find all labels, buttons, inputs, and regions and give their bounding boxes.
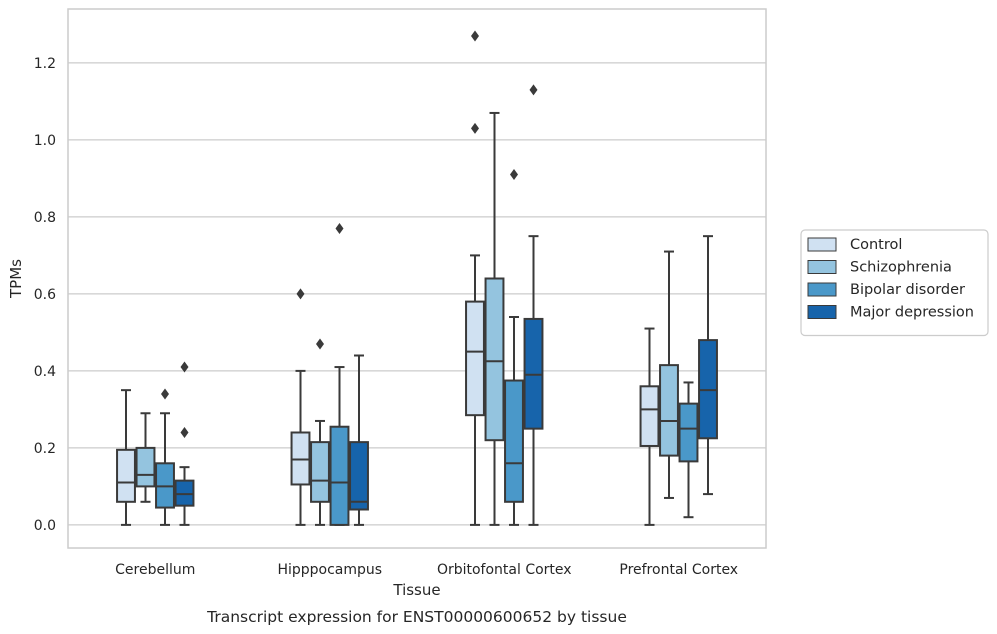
outlier-point — [316, 338, 324, 350]
outlier-point — [471, 30, 479, 42]
outlier-point — [510, 169, 518, 181]
outlier-point — [529, 84, 538, 96]
legend-swatch — [807, 237, 837, 252]
legend-swatch — [807, 305, 837, 319]
legend-label: Control — [850, 237, 902, 253]
box-major-depression — [523, 84, 544, 526]
legend-swatch — [807, 282, 837, 297]
plot-frame — [67, 8, 767, 549]
outlier-point — [335, 222, 344, 234]
chart-caption: Transcript expression for ENST0000060065… — [206, 608, 627, 626]
box-body — [659, 364, 679, 457]
box-schizophrenia — [484, 111, 505, 526]
box-schizophrenia — [310, 338, 330, 526]
outlier-point — [296, 288, 305, 300]
box-body — [135, 446, 156, 488]
outlier-point — [180, 427, 189, 438]
box-body — [639, 385, 660, 447]
box-bipolar-disorder — [504, 169, 524, 526]
y-tick-label: 1.0 — [34, 133, 56, 149]
y-tick-label: 0.2 — [34, 441, 56, 457]
legend-label: Schizophrenia — [850, 260, 952, 276]
outlier-point — [471, 122, 479, 134]
x-tick-label: Cerebellum — [115, 562, 195, 578]
y-tick-label: 0.8 — [34, 210, 56, 226]
x-tick-label: Prefrontal Cortex — [619, 562, 738, 578]
box-body — [116, 448, 136, 503]
legend-label: Major depression — [850, 305, 974, 321]
box-major-depression — [698, 235, 718, 496]
x-tick-label: Hipppocampus — [277, 562, 382, 578]
box-body — [504, 379, 524, 503]
y-tick-label: 0.6 — [34, 287, 56, 303]
box-body — [484, 277, 505, 442]
y-tick-label: 0.4 — [34, 364, 56, 380]
outlier-point — [161, 388, 169, 400]
box-control — [116, 389, 136, 526]
x-tick-labels: Cerebellum Hipppocampus Orbitofontal Corte… — [115, 562, 738, 578]
box-major-depression — [174, 361, 195, 526]
box-control — [465, 30, 485, 526]
x-axis-title: Tissue — [392, 581, 440, 599]
box-bipolar-disorder — [155, 388, 175, 526]
box-body — [329, 425, 350, 526]
x-tick-label: Orbitofontal Cortex — [437, 562, 572, 578]
box-body — [678, 402, 699, 463]
legend-frame — [800, 229, 989, 337]
box-body — [465, 300, 485, 417]
box-body — [310, 441, 330, 503]
box-schizophrenia — [135, 412, 156, 503]
box-control — [639, 327, 660, 526]
y-tick-labels: 0.0 0.2 0.4 0.6 0.8 1.0 1.2 — [34, 56, 56, 534]
box-schizophrenia — [659, 250, 679, 499]
box-major-depression — [349, 354, 369, 526]
box-control — [290, 288, 311, 526]
legend: Control Schizophrenia Bipolar disorder Majo… — [800, 229, 989, 337]
y-tick-label: 1.2 — [34, 56, 56, 72]
outlier-point — [180, 361, 189, 373]
box-bipolar-disorder — [329, 222, 350, 526]
legend-label: Bipolar disorder — [850, 282, 965, 298]
box-groups — [116, 30, 718, 526]
box-body — [349, 441, 369, 511]
legend-swatch — [807, 260, 837, 274]
y-axis-title: TPMs — [7, 259, 25, 299]
box-bipolar-disorder — [678, 381, 699, 519]
y-tick-label: 0.0 — [34, 518, 56, 534]
